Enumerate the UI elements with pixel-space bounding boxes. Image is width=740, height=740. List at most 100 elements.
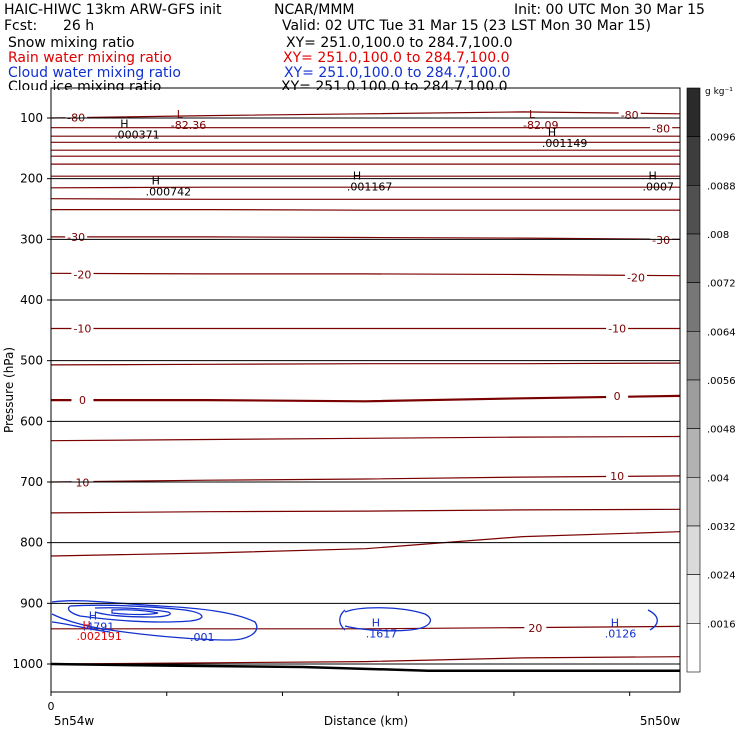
extremum-mark-2: H xyxy=(120,118,128,131)
isotherm-9 xyxy=(50,198,680,200)
field-cloudice-xy: XY= 251.0,100.0 to 284.7,100.0 xyxy=(281,80,508,90)
isotherm-label-12: 10 xyxy=(610,470,624,483)
colorbar-label-10: .0016 xyxy=(707,619,736,630)
field-cloudice-name: Cloud ice mixing ratio xyxy=(8,80,162,90)
y-tick-label-700: 700 xyxy=(20,475,43,489)
isotherm-11 xyxy=(51,236,681,240)
isotherm-label-bg-0 xyxy=(65,110,88,123)
extremum-value-10: .002191 xyxy=(76,630,122,643)
isotherm-label-bg-2 xyxy=(650,121,673,134)
y-tick-label-400: 400 xyxy=(20,293,43,307)
isotherm-label-bg-1 xyxy=(618,107,641,120)
y-tick-label-200: 200 xyxy=(20,172,43,186)
isotherm-label-bg-12 xyxy=(606,468,629,481)
extremum-value-8: .1617 xyxy=(366,627,398,640)
isotherm-label-6: -20 xyxy=(627,272,645,285)
colorbar-label-4: .0064 xyxy=(707,327,736,338)
colorbar: .0096 .0088 .008 .0072 .0064 .0056 .0048 .004 .0… xyxy=(686,87,736,673)
init-time: Init: 00 UTC Mon 30 Mar 15 xyxy=(514,2,705,18)
cloud-contour-4 xyxy=(111,609,159,616)
colorbar-label-5: .0056 xyxy=(707,376,736,387)
cloud-contour-label: .001 xyxy=(190,631,215,644)
extremum-value-0: -82.36 xyxy=(171,119,206,132)
colorbar-label-3: .0072 xyxy=(707,279,736,290)
cloud-contour-7 xyxy=(339,609,346,631)
isotherm-lines xyxy=(50,111,681,665)
extremum-mark-0: L xyxy=(177,108,184,121)
isotherm-label-9: 0 xyxy=(79,394,86,407)
colorbar-swatch-7 xyxy=(686,428,701,478)
extremum-mark-7: H xyxy=(89,610,97,623)
isotherm-label-1: -80 xyxy=(621,109,639,122)
isotherm-label-bg-8 xyxy=(606,321,629,334)
colorbar-swatch-10 xyxy=(686,574,701,624)
colorbar-swatch-6 xyxy=(686,379,701,429)
isotherm-label-bg-6 xyxy=(624,270,647,283)
forecast-label: Fcst: xyxy=(4,18,38,34)
isotherm-18 xyxy=(50,508,681,514)
colorbar-swatch-3 xyxy=(686,233,701,283)
colorbar-label-6: .0048 xyxy=(707,425,736,436)
isotherm-label-2: -80 xyxy=(652,122,670,135)
extremum-mark-6: H xyxy=(649,169,657,182)
extremum-value-3: .001149 xyxy=(542,137,588,150)
cloud-water-contours: .001 xyxy=(51,600,658,644)
colorbar-swatch-1 xyxy=(686,136,701,186)
isotherm-label-bg-9 xyxy=(71,393,94,406)
extremum-mark-10: H xyxy=(82,619,90,632)
extremum-mark-8: H xyxy=(372,616,380,629)
colorbar-label-0: .0096 xyxy=(707,133,736,144)
field-cloudwater-xy: XY= 251.0,100.0 to 284.7,100.0 xyxy=(284,65,511,81)
extremum-mark-4: H xyxy=(152,175,160,188)
extremum-value-2: .000371 xyxy=(114,129,160,142)
colorbar-swatch-4 xyxy=(686,282,701,332)
cloud-contour-3 xyxy=(94,607,171,618)
x-endpoint-right: 5n50w xyxy=(640,714,681,728)
isotherm-10 xyxy=(51,209,680,211)
chart-title: HAIC-HIWC 13km ARW-GFS init xyxy=(4,2,222,18)
isotherm-14 xyxy=(50,362,681,366)
isotherm-label-3: -30 xyxy=(67,231,85,244)
surface-pressure-line xyxy=(50,662,680,672)
isotherm-label-bg-10 xyxy=(606,388,629,401)
isotherm-label-7: -10 xyxy=(73,323,91,336)
field-snow-name: Snow mixing ratio xyxy=(8,35,135,51)
isotherm-label-4: -30 xyxy=(652,234,670,247)
y-tick-label-600: 600 xyxy=(20,414,43,428)
colorbar-swatch-2 xyxy=(686,185,701,235)
isotherm-19 xyxy=(50,531,681,557)
extremum-mark-5: H xyxy=(353,169,361,182)
field-rain-xy: XY= 251.0,100.0 to 284.7,100.0 xyxy=(283,50,510,66)
colorbar-label-1: .0088 xyxy=(707,181,736,192)
cloud-contour-6 xyxy=(344,607,432,632)
extremum-mark-9: H xyxy=(611,616,619,629)
extremum-value-5: .001167 xyxy=(347,180,393,193)
y-axis-label: Pressure (hPa) xyxy=(2,347,16,433)
forecast-hour: 26 h xyxy=(63,18,95,34)
field-snow-xy: XY= 251.0,100.0 to 284.7,100.0 xyxy=(286,35,513,51)
isotherm-15 xyxy=(51,394,681,403)
y-tick-label-1000: 1000 xyxy=(12,657,43,671)
colorbar-unit: g kg⁻¹ xyxy=(705,87,733,97)
extrema-markers: L-82.36L-82.09H.000371 H.001149H.000742H.… xyxy=(76,108,674,643)
y-tick-label-500: 500 xyxy=(20,354,43,368)
extremum-mark-1: L xyxy=(529,108,536,121)
colorbar-label-9: .0024 xyxy=(707,571,736,582)
colorbar-label-7: .004 xyxy=(707,473,729,484)
extremum-value-4: .000742 xyxy=(146,186,192,199)
colorbar-label-8: .0032 xyxy=(707,522,736,533)
colorbar-swatch-8 xyxy=(686,477,701,527)
isotherm-label-bg-13 xyxy=(524,621,547,634)
extremum-value-7: .4791 xyxy=(83,621,115,634)
colorbar-swatch-5 xyxy=(686,331,701,381)
isotherm-17 xyxy=(50,475,681,483)
field-cloudwater-name: Cloud water mixing ratio xyxy=(8,65,181,81)
extremum-value-1: -82.09 xyxy=(523,119,558,132)
isotherm-label-11: 10 xyxy=(75,477,89,490)
x-tick-label-0: 0 xyxy=(48,700,55,713)
isotherm-21 xyxy=(50,656,681,665)
isotherm-label-bg-7 xyxy=(71,321,94,334)
isotherm-0 xyxy=(50,111,681,119)
extremum-value-6: .0007 xyxy=(643,180,675,193)
field-rain-name: Rain water mixing ratio xyxy=(8,50,172,66)
